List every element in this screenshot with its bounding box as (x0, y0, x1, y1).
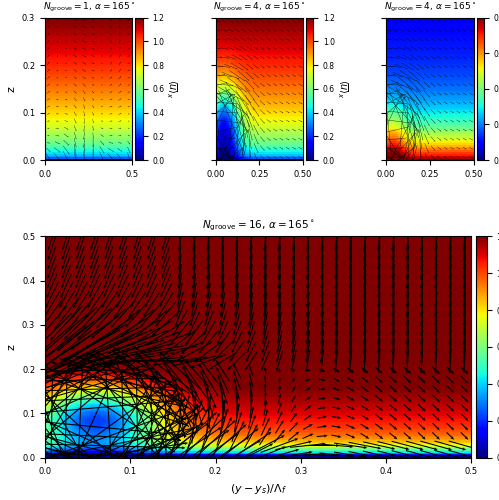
Y-axis label: z: z (6, 86, 16, 92)
X-axis label: $(y - y_s)/\Lambda_f$: $(y - y_s)/\Lambda_f$ (230, 482, 287, 496)
Y-axis label: z: z (6, 344, 16, 350)
Y-axis label: $\langle\overline{u}\rangle_x$: $\langle\overline{u}\rangle_x$ (164, 79, 178, 99)
Title: $N_{\mathrm{groove}} = 4,\, \alpha = 165^\circ$: $N_{\mathrm{groove}} = 4,\, \alpha = 165… (213, 0, 305, 14)
Title: $N_{\mathrm{groove}} = 1,\, \alpha = 165^\circ$: $N_{\mathrm{groove}} = 1,\, \alpha = 165… (42, 0, 135, 14)
Title: $N_{\mathrm{groove}} = 16,\, \alpha = 165^\circ$: $N_{\mathrm{groove}} = 16,\, \alpha = 16… (202, 218, 314, 233)
Y-axis label: $\langle\overline{u}\rangle_x$: $\langle\overline{u}\rangle_x$ (335, 79, 349, 99)
Title: $N_{\mathrm{groove}} = 4,\, \alpha = 165^\circ$: $N_{\mathrm{groove}} = 4,\, \alpha = 165… (384, 0, 476, 14)
